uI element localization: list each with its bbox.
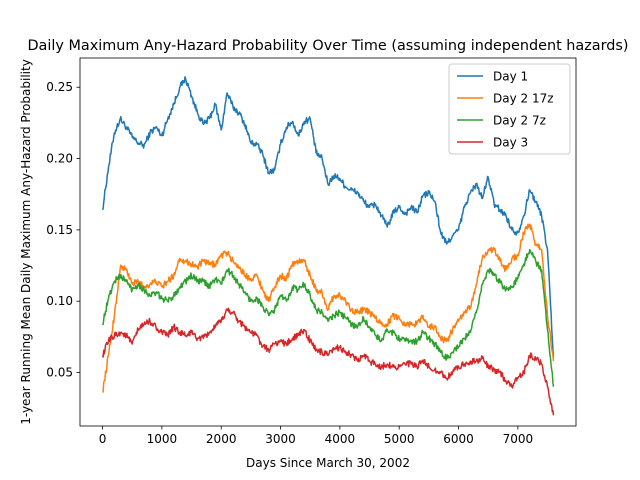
x-tick-label: 1000 (147, 432, 178, 446)
x-tick-label: 4000 (325, 432, 356, 446)
series-line-day-2-17z (101, 223, 555, 394)
x-tick-label: 5000 (384, 432, 415, 446)
x-tick-label: 7000 (503, 432, 534, 446)
x-tick-label: 0 (99, 432, 107, 446)
x-tick-label: 6000 (443, 432, 474, 446)
chart-title: Daily Maximum Any-Hazard Probability Ove… (27, 38, 628, 54)
series-line-day-1 (101, 76, 555, 359)
legend-label: Day 2 7z (493, 114, 546, 128)
axes-frame (79, 57, 577, 427)
legend-label: Day 3 (493, 136, 528, 150)
axes-layer (79, 57, 577, 427)
series-line-day-3 (101, 307, 555, 416)
legend-label: Day 2 17z (493, 92, 554, 106)
x-axis-ticks: 0 1000 2000 3000 4000 5000 6000 7000 (99, 426, 533, 446)
y-tick-label: 0.20 (46, 152, 73, 166)
x-tick-label: 2000 (206, 432, 237, 446)
y-axis-label: 1-year Running Mean Daily Maximum Any-Ha… (19, 59, 33, 425)
legend-label: Day 1 (493, 70, 528, 84)
series-layer (101, 76, 555, 416)
legend: Day 1 Day 2 17z Day 2 7z Day 3 (448, 63, 571, 155)
y-tick-label: 0.15 (46, 223, 73, 237)
y-axis-ticks: 0.05 0.10 0.15 0.20 0.25 (46, 80, 80, 380)
series-line-day-2-7z (102, 249, 555, 387)
y-tick-label: 0.05 (46, 366, 73, 380)
y-tick-label: 0.25 (46, 80, 73, 94)
x-axis-label: Days Since March 30, 2002 (246, 456, 410, 470)
legend-box (448, 63, 571, 155)
x-tick-label: 3000 (265, 432, 296, 446)
y-tick-label: 0.10 (46, 294, 73, 308)
